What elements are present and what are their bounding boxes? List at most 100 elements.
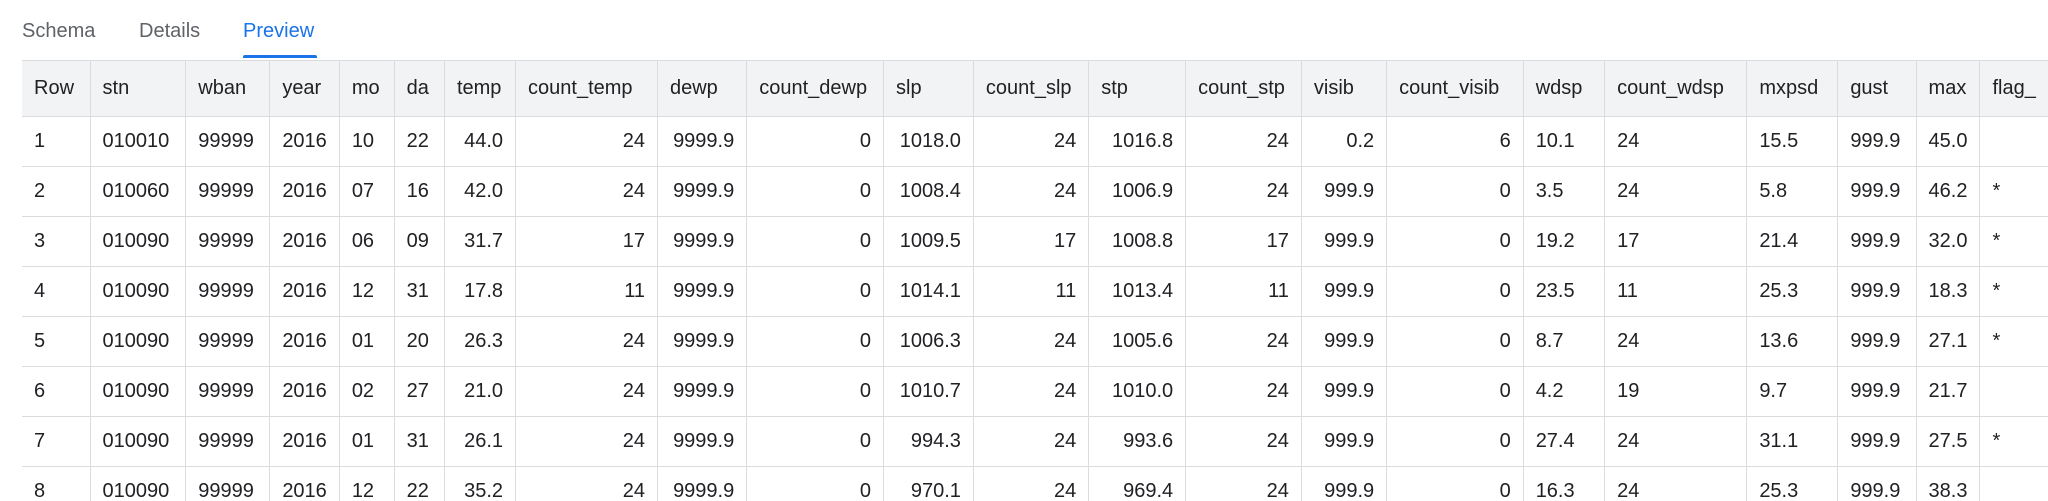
table-cell: 24 xyxy=(1605,417,1747,467)
table-cell: 0 xyxy=(747,467,884,501)
table-cell: 999.9 xyxy=(1301,367,1386,417)
table-cell: 21.4 xyxy=(1747,217,1838,267)
table-cell: 6 xyxy=(1387,117,1524,167)
table-cell: 4.2 xyxy=(1523,367,1604,417)
table-cell: 24 xyxy=(973,467,1088,501)
column-header[interactable]: dewp xyxy=(657,61,746,117)
table-cell: 8 xyxy=(22,467,90,501)
table-cell: 24 xyxy=(1186,317,1302,367)
table-cell: 24 xyxy=(516,467,658,501)
table-cell: 999.9 xyxy=(1301,417,1386,467)
table-cell: 31.1 xyxy=(1747,417,1838,467)
table-cell: 0 xyxy=(1387,167,1524,217)
table-cell: 010060 xyxy=(90,167,186,217)
column-header[interactable]: da xyxy=(394,61,444,117)
table-cell: 0 xyxy=(1387,317,1524,367)
tab-details[interactable]: Details xyxy=(139,20,200,43)
table-cell: 11 xyxy=(1186,267,1302,317)
table-cell: 6 xyxy=(22,367,90,417)
table-cell: 24 xyxy=(1605,317,1747,367)
table-cell: 99999 xyxy=(186,267,270,317)
table-cell: 11 xyxy=(516,267,658,317)
table-cell: 17 xyxy=(1186,217,1302,267)
column-header[interactable]: wdsp xyxy=(1523,61,1604,117)
column-header[interactable]: mxpsd xyxy=(1747,61,1838,117)
table-cell: 010090 xyxy=(90,267,186,317)
column-header[interactable]: temp xyxy=(444,61,515,117)
table-cell: 20 xyxy=(394,317,444,367)
table-cell: 99999 xyxy=(186,417,270,467)
column-header[interactable]: gust xyxy=(1838,61,1916,117)
table-cell: 24 xyxy=(1186,417,1302,467)
column-header[interactable]: count_temp xyxy=(516,61,658,117)
column-header[interactable]: count_visib xyxy=(1387,61,1524,117)
table-cell: 24 xyxy=(973,367,1088,417)
tab-bar: Schema Details Preview xyxy=(0,0,2048,60)
table-cell: 9999.9 xyxy=(657,217,746,267)
table-cell: 0 xyxy=(747,417,884,467)
table-cell: 9999.9 xyxy=(657,117,746,167)
column-header[interactable]: wban xyxy=(186,61,270,117)
column-header[interactable]: slp xyxy=(884,61,974,117)
column-header[interactable]: count_slp xyxy=(973,61,1088,117)
table-cell: 42.0 xyxy=(444,167,515,217)
table-cell: 999.9 xyxy=(1301,467,1386,501)
table-cell: 10 xyxy=(339,117,394,167)
table-cell: 17 xyxy=(1605,217,1747,267)
column-header[interactable]: year xyxy=(270,61,340,117)
column-header[interactable]: visib xyxy=(1301,61,1386,117)
table-cell: 24 xyxy=(516,367,658,417)
table-cell: 11 xyxy=(1605,267,1747,317)
table-cell: 0 xyxy=(747,367,884,417)
table-cell: 5.8 xyxy=(1747,167,1838,217)
table-cell: 0 xyxy=(1387,267,1524,317)
table-cell: 999.9 xyxy=(1838,317,1916,367)
table-cell: 994.3 xyxy=(884,417,974,467)
table-cell: * xyxy=(1980,417,2048,467)
table-cell: 31 xyxy=(394,267,444,317)
table-cell: 2016 xyxy=(270,367,340,417)
table-cell: 99999 xyxy=(186,467,270,501)
table-cell: 24 xyxy=(1186,367,1302,417)
table-cell: 9.7 xyxy=(1747,367,1838,417)
table-cell: 1008.4 xyxy=(884,167,974,217)
table-cell: 999.9 xyxy=(1838,267,1916,317)
table-cell: 9999.9 xyxy=(657,317,746,367)
column-header[interactable]: count_wdsp xyxy=(1605,61,1747,117)
table-cell: 06 xyxy=(339,217,394,267)
table-cell: 010090 xyxy=(90,417,186,467)
column-header[interactable]: stn xyxy=(90,61,186,117)
table-cell: 09 xyxy=(394,217,444,267)
column-header[interactable]: max xyxy=(1916,61,1980,117)
table-cell: 25.3 xyxy=(1747,267,1838,317)
column-header[interactable]: Row xyxy=(22,61,90,117)
table-cell: 010090 xyxy=(90,467,186,501)
table-cell: 1005.6 xyxy=(1089,317,1186,367)
table-cell: 999.9 xyxy=(1838,417,1916,467)
table-cell: 24 xyxy=(973,167,1088,217)
column-header[interactable]: flag_ xyxy=(1980,61,2048,117)
table-cell: 12 xyxy=(339,267,394,317)
table-cell: 24 xyxy=(516,117,658,167)
column-header[interactable]: count_dewp xyxy=(747,61,884,117)
table-cell: 999.9 xyxy=(1838,217,1916,267)
table-cell: 999.9 xyxy=(1301,267,1386,317)
table-cell: 16 xyxy=(394,167,444,217)
tab-preview[interactable]: Preview xyxy=(243,20,314,43)
table-cell: 0 xyxy=(747,117,884,167)
table-cell: 1 xyxy=(22,117,90,167)
column-header[interactable]: mo xyxy=(339,61,394,117)
table-cell: 25.3 xyxy=(1747,467,1838,501)
table-cell: 24 xyxy=(516,417,658,467)
table-cell: 999.9 xyxy=(1838,117,1916,167)
column-header[interactable]: count_stp xyxy=(1186,61,1302,117)
table-cell: 99999 xyxy=(186,117,270,167)
tab-schema[interactable]: Schema xyxy=(22,20,95,43)
table-cell: 27 xyxy=(394,367,444,417)
table-cell xyxy=(1980,467,2048,501)
table-cell: * xyxy=(1980,167,2048,217)
column-header[interactable]: stp xyxy=(1089,61,1186,117)
table-cell: 12 xyxy=(339,467,394,501)
table-cell: 24 xyxy=(973,117,1088,167)
